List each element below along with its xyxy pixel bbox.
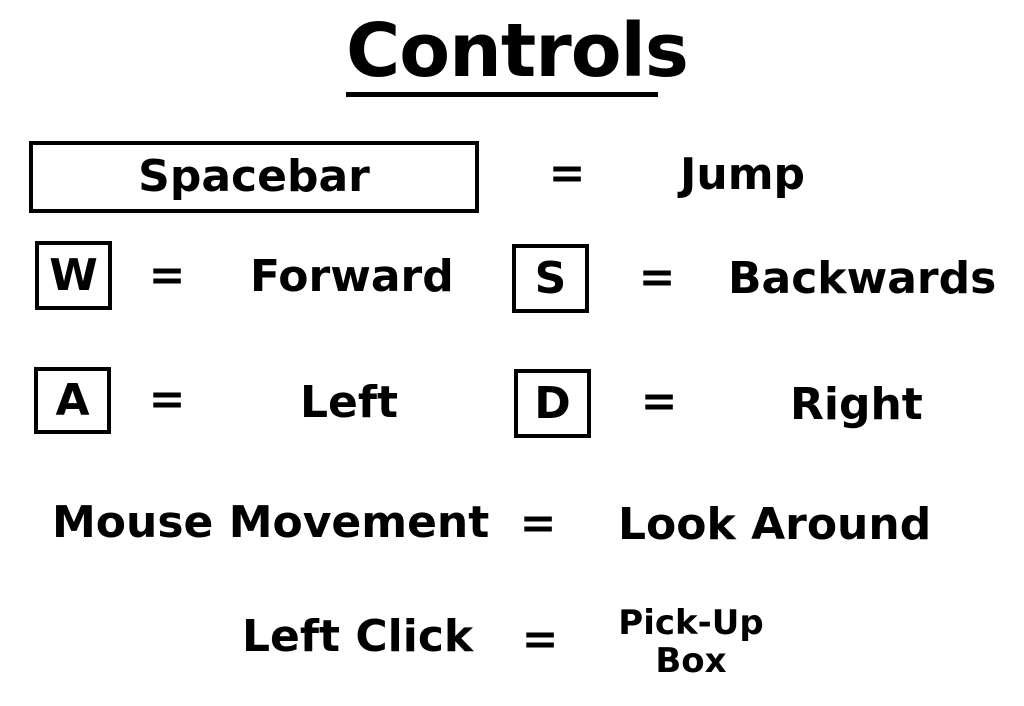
key-d: D	[514, 369, 591, 438]
equals-sign: =	[548, 148, 586, 199]
key-a: A	[34, 367, 111, 434]
equals-sign: =	[519, 498, 557, 549]
action-jump: Jump	[680, 149, 806, 200]
action-pick-up-box: Pick-Up Box	[600, 604, 782, 680]
action-pick-up-line-2: Box	[655, 641, 727, 681]
title-underline	[346, 92, 658, 97]
key-d-label: D	[534, 377, 571, 429]
action-pick-up-line-1: Pick-Up	[618, 603, 764, 643]
input-mouse-movement: Mouse Movement	[52, 497, 490, 548]
key-w: W	[35, 241, 112, 310]
key-spacebar: Spacebar	[29, 141, 479, 213]
equals-sign: =	[638, 252, 676, 303]
input-left-click: Left Click	[242, 611, 474, 662]
action-look-around: Look Around	[618, 499, 932, 550]
action-right: Right	[790, 379, 923, 430]
key-a-label: A	[55, 374, 90, 426]
key-w-label: W	[49, 249, 98, 301]
key-s: S	[512, 244, 589, 313]
key-s-label: S	[534, 252, 567, 304]
equals-sign: =	[640, 376, 678, 427]
key-spacebar-label: Spacebar	[138, 151, 370, 202]
equals-sign: =	[148, 374, 186, 425]
action-backwards: Backwards	[728, 253, 997, 304]
action-forward: Forward	[250, 251, 454, 302]
equals-sign: =	[148, 250, 186, 301]
equals-sign: =	[521, 614, 559, 665]
action-left: Left	[300, 377, 399, 428]
page-title: Controls	[346, 8, 689, 94]
